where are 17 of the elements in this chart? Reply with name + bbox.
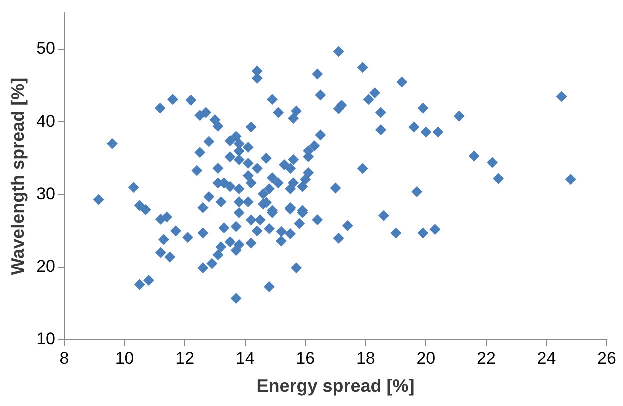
- x-tick-label: 18: [356, 348, 376, 368]
- x-tick-label: 14: [236, 348, 255, 368]
- y-tick-label: 40: [36, 112, 56, 131]
- x-tick-label: 20: [416, 348, 436, 368]
- y-tick-label: 50: [36, 39, 56, 58]
- x-tick-label: 16: [296, 348, 316, 368]
- y-tick-label: 30: [36, 184, 56, 204]
- y-tick-label: 10: [36, 330, 56, 349]
- y-axis-title: Wavelength spread [%]: [8, 78, 28, 276]
- x-tick-label: 22: [476, 348, 496, 368]
- x-tick-label: 26: [598, 348, 616, 368]
- x-tick-label: 10: [115, 348, 134, 368]
- x-axis-title: Energy spread [%]: [256, 376, 415, 396]
- y-tick-label: 20: [36, 257, 56, 276]
- x-tick-label: 24: [537, 348, 556, 368]
- x-tick-label: 12: [176, 348, 195, 368]
- x-tick-label: 8: [60, 348, 70, 368]
